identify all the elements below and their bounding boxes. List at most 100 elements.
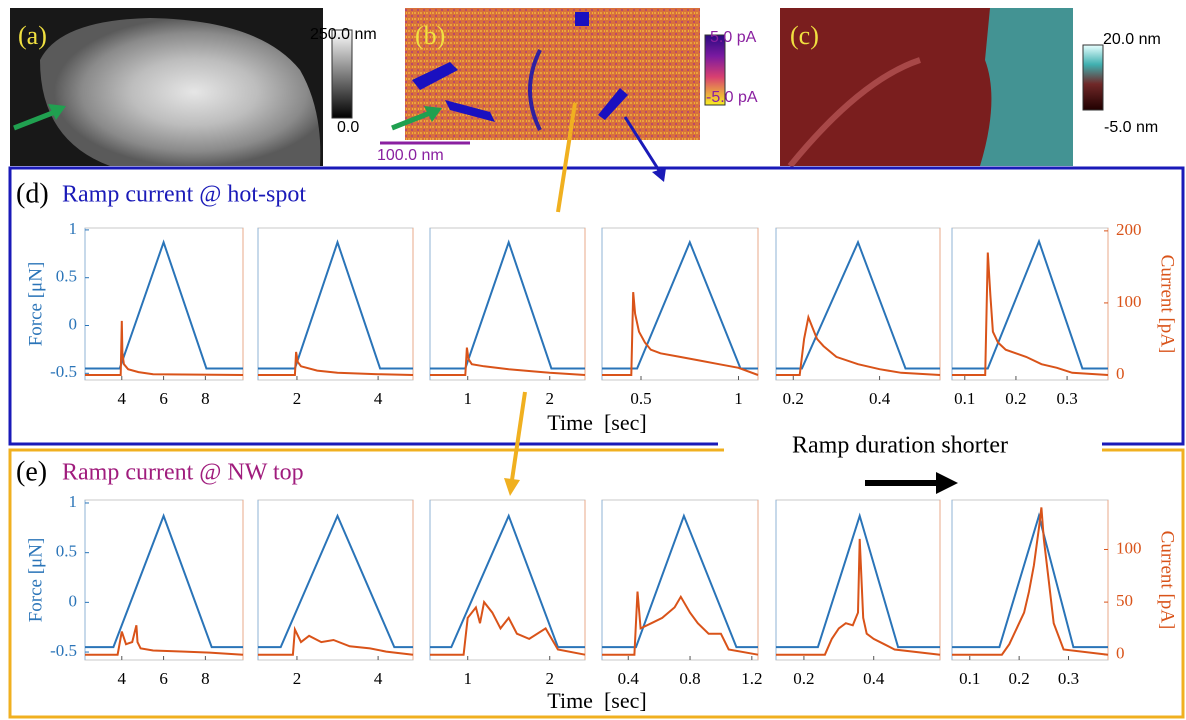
y2-tick-label: 50 <box>1116 591 1133 610</box>
x-axis-label: Time [sec] <box>547 410 646 435</box>
y2-tick-label: 0 <box>1116 644 1125 663</box>
y-tick-label: 0.5 <box>56 542 77 561</box>
x-tick-label: 0.4 <box>863 669 885 688</box>
colorbar <box>704 34 726 106</box>
force-line <box>430 513 585 649</box>
x-tick-label: 4 <box>374 669 383 688</box>
x-tick-label: 0.3 <box>1056 389 1077 408</box>
force-line <box>952 238 1108 370</box>
current-line <box>602 591 759 656</box>
edge <box>787 57 921 168</box>
current-line <box>602 292 759 376</box>
y-axis-label: Force [μN] <box>25 262 46 347</box>
y-tick-label: 0.5 <box>56 267 77 286</box>
x-tick-label: 2 <box>545 389 554 408</box>
current-line <box>776 538 941 656</box>
arrow-head <box>936 472 958 494</box>
x-tick-label: 1 <box>463 389 472 408</box>
colorbar-max: 5.0 pA <box>710 29 757 46</box>
plot-box <box>601 227 759 381</box>
force-line <box>952 512 1108 649</box>
force-line <box>602 513 758 649</box>
x-tick-label: 2 <box>293 669 302 688</box>
arrow <box>391 110 431 131</box>
cyan-region <box>980 8 1073 166</box>
y2-tick-label: 100 <box>1116 292 1142 311</box>
arrow-head <box>504 478 520 496</box>
y2-axis-label: Current [pA] <box>1157 531 1178 630</box>
nanowire <box>40 18 321 166</box>
x-tick-label: 4 <box>118 389 127 408</box>
x-tick-label: 4 <box>118 669 127 688</box>
x-tick-label: 0.4 <box>869 389 891 408</box>
row-title: Ramp current @ NW top <box>62 460 304 486</box>
panel-label: (c) <box>790 21 819 50</box>
x-tick-label: 0.1 <box>954 389 975 408</box>
x-tick-label: 0.5 <box>630 389 651 408</box>
arrow-head <box>48 104 66 120</box>
force-line <box>430 239 585 370</box>
current-line <box>776 313 941 376</box>
current-line <box>952 252 1109 376</box>
force-line <box>258 239 413 370</box>
colorbar <box>1082 44 1104 111</box>
current-line <box>85 320 244 376</box>
plot-box <box>257 499 414 661</box>
plot-box <box>84 499 244 661</box>
x-tick-label: 0.2 <box>1005 389 1026 408</box>
colorbar <box>331 29 353 119</box>
current-line <box>430 599 586 656</box>
edge <box>528 49 542 131</box>
current-line <box>85 625 244 656</box>
x-tick-label: 0.2 <box>783 389 804 408</box>
panel-a: 250.0 nm 0.0 (a) <box>10 8 377 166</box>
force-line <box>776 239 940 370</box>
colorbar-max: 250.0 nm <box>310 26 377 43</box>
arrow-head <box>424 106 442 122</box>
y-tick-label: -0.5 <box>50 641 77 660</box>
x-axis-label: Time [sec] <box>547 688 646 713</box>
x-tick-label: 0.2 <box>1009 669 1030 688</box>
x-tick-label: 8 <box>201 669 210 688</box>
current-line <box>258 625 414 656</box>
y-tick-label: 1 <box>69 219 78 238</box>
panel-label: (b) <box>415 21 445 50</box>
x-tick-label: 4 <box>374 389 383 408</box>
connector <box>556 102 577 213</box>
x-tick-label: 0.3 <box>1058 669 1079 688</box>
y-axis-label: Force [μN] <box>25 538 46 623</box>
colorbar-min: 0.0 <box>337 119 359 136</box>
x-tick-label: 1 <box>734 389 743 408</box>
force-line <box>776 512 940 649</box>
arrow-head <box>652 168 666 182</box>
y2-axis-label: Current [pA] <box>1157 255 1178 354</box>
x-tick-label: 1 <box>463 669 472 688</box>
plot-box <box>429 499 586 661</box>
y-tick-label: -0.5 <box>50 362 77 381</box>
hot-spot <box>412 62 458 90</box>
arrow <box>13 109 56 131</box>
colorbar-min: -5.0 pA <box>706 89 758 106</box>
hot-spot <box>575 12 589 26</box>
force-line <box>85 239 243 370</box>
force-line <box>602 239 758 370</box>
x-tick-label: 0.2 <box>793 669 814 688</box>
current-map <box>405 8 700 140</box>
y-tick-label: 0 <box>69 591 78 610</box>
y2-tick-label: 0 <box>1116 364 1125 383</box>
colorbar-min: -5.0 nm <box>1104 119 1158 136</box>
current-line <box>258 351 414 376</box>
current-line <box>430 347 586 376</box>
frame-e <box>8 448 1185 719</box>
row-label: (e) <box>16 456 47 487</box>
x-tick-label: 0.4 <box>618 669 640 688</box>
connector <box>623 116 662 173</box>
y2-tick-label: 200 <box>1116 220 1142 239</box>
x-tick-label: 8 <box>201 389 210 408</box>
force-line <box>258 513 413 649</box>
hot-spot <box>445 100 495 122</box>
plot-box <box>84 227 244 381</box>
row-label: (d) <box>16 178 49 209</box>
plot-box <box>429 227 586 381</box>
